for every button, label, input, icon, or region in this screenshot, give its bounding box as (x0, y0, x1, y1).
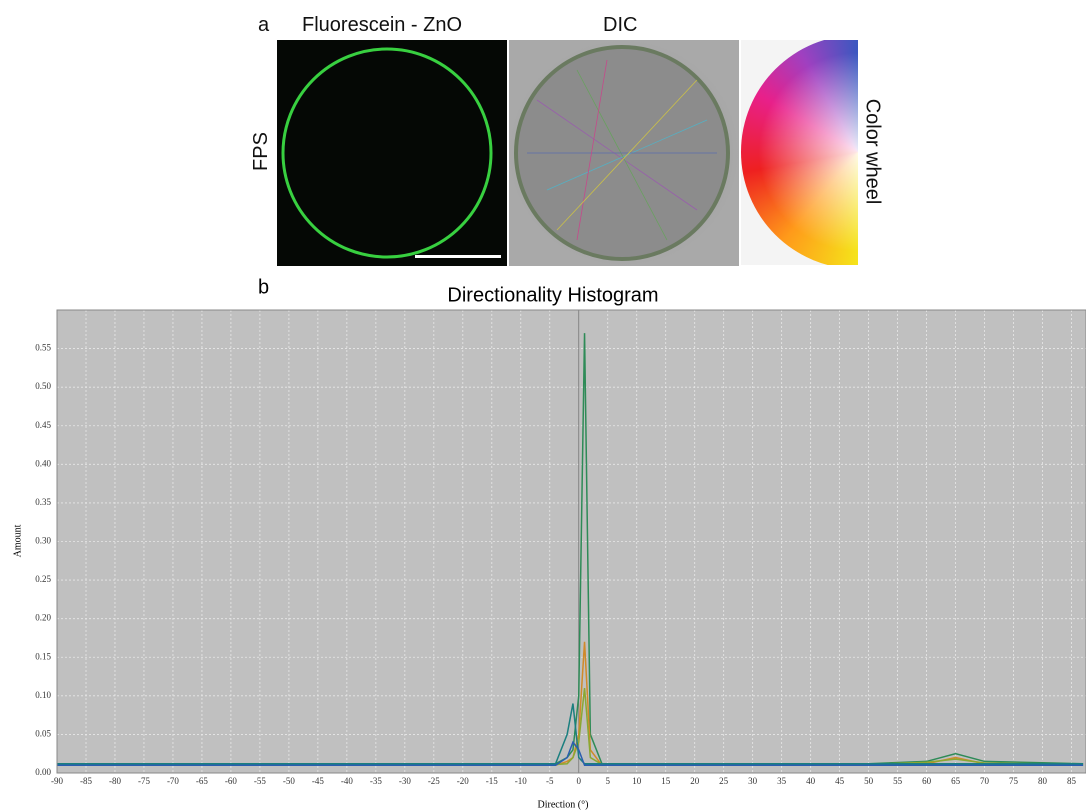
x-tick-label: -30 (399, 776, 411, 786)
x-tick-label: 55 (893, 776, 903, 786)
chart-title: Directionality Histogram (447, 284, 658, 306)
y-axis-label: Amount (12, 524, 23, 557)
plot-frame (56, 309, 1086, 774)
x-tick-label: -80 (109, 776, 121, 786)
y-tick-label: 0.40 (35, 458, 51, 468)
y-tick-label: 0.25 (35, 574, 51, 584)
x-tick-label: -50 (283, 776, 295, 786)
y-tick-label: 0.20 (35, 613, 51, 623)
x-tick-label: 65 (951, 776, 961, 786)
x-tick-label: 45 (835, 776, 845, 786)
series-line (57, 688, 1084, 766)
x-tick-label: 70 (980, 776, 990, 786)
x-tick-label: 15 (661, 776, 671, 786)
x-tick-label: 0 (576, 776, 581, 786)
x-tick-label: 20 (690, 776, 700, 786)
x-tick-label: 50 (864, 776, 874, 786)
vesicle-ring (281, 47, 493, 259)
color-wheel (741, 40, 858, 265)
x-tick-label: -15 (486, 776, 498, 786)
y-tick-label: 0.45 (35, 420, 51, 430)
scale-bar (415, 255, 501, 258)
x-tick-label: 30 (748, 776, 758, 786)
x-axis-label: Direction (°) (538, 799, 589, 810)
x-tick-label: 85 (1067, 776, 1077, 786)
y-tick-label: 0.00 (35, 767, 51, 777)
x-tick-label: -40 (341, 776, 353, 786)
x-tick-label: 35 (777, 776, 787, 786)
panel-label: a (258, 14, 270, 36)
x-tick-label: 75 (1009, 776, 1019, 786)
x-tick-label: -45 (312, 776, 324, 786)
x-tick-label: 60 (922, 776, 932, 786)
x-tick-label: 40 (806, 776, 816, 786)
x-tick-label: -85 (80, 776, 92, 786)
x-tick-label: -55 (254, 776, 266, 786)
x-tick-label: 80 (1038, 776, 1048, 786)
y-tick-label: 0.15 (35, 651, 51, 661)
micrographs (277, 40, 739, 266)
y-tick-label: 0.10 (35, 690, 51, 700)
x-tick-label: -60 (225, 776, 237, 786)
orientation-lines (527, 59, 717, 241)
series-line (57, 740, 1084, 767)
y-tick-label: 0.35 (35, 497, 51, 507)
x-tick-label: -65 (196, 776, 208, 786)
x-tick-label: -70 (167, 776, 179, 786)
y-tick-label: 0.30 (35, 536, 51, 546)
y-tick-label: 0.05 (35, 728, 51, 738)
x-tick-label: 10 (632, 776, 642, 786)
plot-area (57, 310, 1086, 773)
image-title: Fluorescein - ZnO (302, 14, 463, 36)
x-tick-label: -25 (428, 776, 440, 786)
x-tick-label: 5 (605, 776, 610, 786)
x-tick-label: -90 (51, 776, 63, 786)
x-tick-label: -5 (546, 776, 554, 786)
x-tick-label: -10 (515, 776, 527, 786)
y-tick-label: 0.55 (35, 343, 51, 353)
y-tick-label: 0.50 (35, 381, 51, 391)
x-tick-label: -35 (370, 776, 382, 786)
x-tick-label: -20 (457, 776, 469, 786)
x-tick-label: -75 (138, 776, 150, 786)
panel-label: b (258, 276, 269, 298)
x-tick-label: 25 (719, 776, 729, 786)
image-title: DIC (603, 14, 638, 36)
